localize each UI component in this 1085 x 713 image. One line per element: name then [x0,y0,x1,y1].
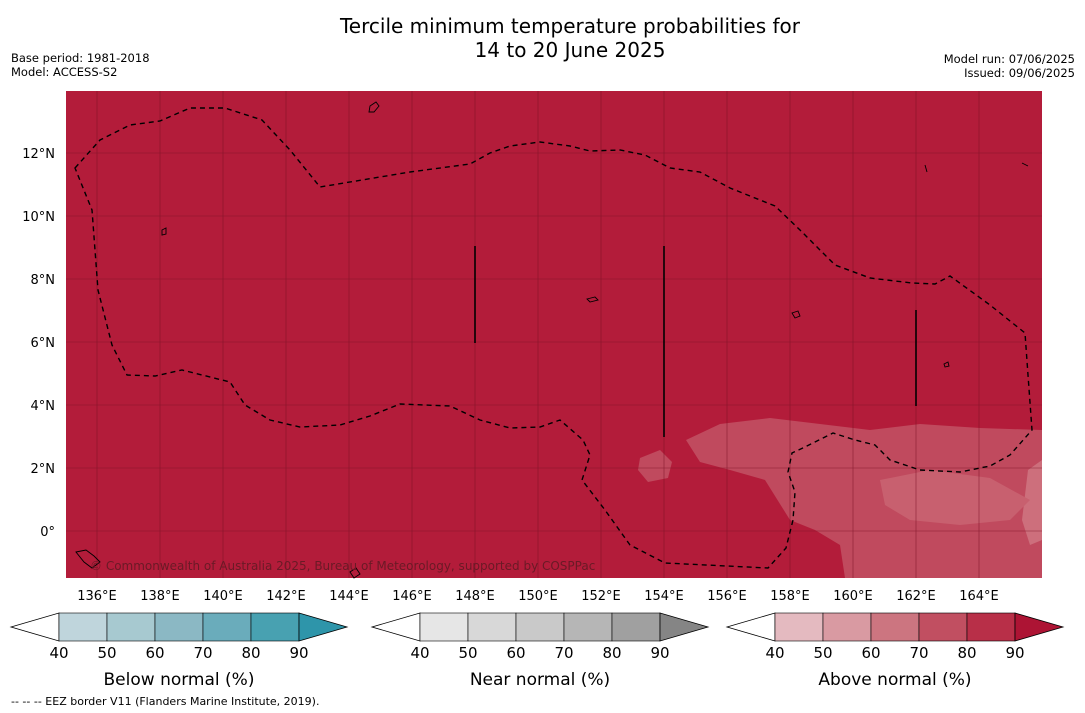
x-tick-label: 150°E [518,589,558,604]
colorbar-segment [966,612,1016,642]
colorbar-tick-label: 50 [97,644,116,662]
x-tick-label: 164°E [959,589,999,604]
base-period-text: Base period: 1981-2018 [11,51,150,65]
x-tick-label: 146°E [392,589,432,604]
x-tick-label: 156°E [707,589,747,604]
colorbar-segment [419,612,469,642]
colorbar-tick-label: 40 [765,644,784,662]
meridian-markers [474,246,917,437]
island-pohnpei [791,310,801,319]
colorbar-tick-label: 60 [145,644,164,662]
colorbar-segment [467,612,517,642]
colorbar-tick-label: 90 [1005,644,1024,662]
copyright-text: © Commonwealth of Australia 2025, Bureau… [90,559,595,573]
gridlines [66,91,1042,578]
colorbar-segment [774,612,824,642]
colorbar-label: Above normal (%) [818,670,971,690]
colorbar-tick-label: 90 [289,644,308,662]
island-chuuk [586,296,599,303]
colorbar-tick-label: 70 [554,644,573,662]
island-sw [75,549,101,569]
colorbar-extend-low [725,612,776,642]
colorbar-tick-label: 80 [241,644,260,662]
model-run-text: Model run: 07/06/2025 [943,52,1075,66]
colorbar-segment [202,612,252,642]
probability-zone-lightest [1022,460,1042,545]
colorbar-segment [918,612,968,642]
y-tick-label: 12°N [22,147,55,162]
colorbar-segment [870,612,920,642]
island-north [368,101,380,113]
colorbar-tick-label: 80 [957,644,976,662]
colorbar-segment [106,612,156,642]
issued-text: Issued: 09/06/2025 [964,66,1075,80]
colorbar-extend-low [9,612,60,642]
colorbar-tick-label: 80 [602,644,621,662]
x-tick-label: 154°E [644,589,684,604]
colorbar-tick-label: 60 [861,644,880,662]
meta-right: Model run: 07/06/2025 Issued: 09/06/2025 [944,52,1075,80]
colorbar-segment [154,612,204,642]
probability-zone-lighter-2 [880,470,1030,525]
x-tick-label: 158°E [770,589,810,604]
colorbar-segment [58,612,108,642]
colorbar-above-normal: 40 50 60 70 80 90 Above normal (%) [725,612,1065,690]
colorbar-extend-high [659,612,710,642]
colorbar-tick-label: 40 [410,644,429,662]
island-west [161,227,167,236]
x-tick-label: 160°E [833,589,873,604]
island-east [1021,162,1029,167]
y-tick-label: 2°N [31,462,56,477]
colorbar-segment [515,612,565,642]
y-tick-label: 0° [40,525,55,540]
colorbar-label: Near normal (%) [470,670,610,690]
island-ne [924,164,928,173]
y-tick-label: 8°N [31,273,56,288]
eez-footer-note: -- -- -- EEZ border V11 (Flanders Marine… [11,695,320,708]
x-tick-label: 140°E [203,589,243,604]
x-tick-label: 162°E [896,589,936,604]
y-tick-label: 4°N [31,399,56,414]
colorbar-segment [611,612,661,642]
y-tick-label: 6°N [31,336,56,351]
y-tick-label: 10°N [22,210,55,225]
map-panel: © Commonwealth of Australia 2025, Bureau… [22,91,1042,604]
colorbar-segment [250,612,300,642]
x-tick-labels: 136°E 138°E 140°E 142°E 144°E 146°E 148°E 150°E… [77,589,999,604]
eez-border-fsm [74,107,1033,569]
y-tick-labels: 12°N 10°N 8°N 6°N 4°N 2°N 0° [22,147,55,540]
x-tick-label: 138°E [140,589,180,604]
island-outlines [75,101,1029,579]
x-tick-label: 136°E [77,589,117,604]
colorbar-tick-label: 50 [813,644,832,662]
colorbar-tick-label: 60 [506,644,525,662]
x-tick-label: 152°E [581,589,621,604]
island-s [349,567,361,579]
map-title: Tercile minimum temperature probabilitie… [0,14,1085,62]
colorbar-extend-high [298,612,349,642]
colorbar-extend-high [1014,612,1065,642]
map-title-line1: Tercile minimum temperature probabilitie… [339,14,801,38]
colorbar-segment [563,612,613,642]
colorbar-tick-label: 50 [458,644,477,662]
colorbar-tick-label: 70 [909,644,928,662]
probability-zone-lighter [686,418,1042,578]
model-text: Model: ACCESS-S2 [11,65,118,79]
colorbar-segment [822,612,872,642]
island-kosrae [943,361,950,368]
colorbar-label: Below normal (%) [104,670,255,690]
x-tick-label: 144°E [329,589,369,604]
colorbar-extend-low [370,612,421,642]
x-tick-label: 148°E [455,589,495,604]
colorbar-tick-label: 90 [650,644,669,662]
colorbar-below-normal: 40 50 60 70 80 90 Below normal (%) [9,612,349,690]
colorbar-tick-label: 70 [193,644,212,662]
x-tick-label: 142°E [266,589,306,604]
colorbar-tick-label: 40 [49,644,68,662]
map-title-line2: 14 to 20 June 2025 [474,38,666,62]
colorbar-near-normal: 40 50 60 70 80 90 Near normal (%) [370,612,710,690]
meta-left: Base period: 1981-2018 Model: ACCESS-S2 [11,51,150,79]
probability-zone-light-patch [638,450,672,482]
